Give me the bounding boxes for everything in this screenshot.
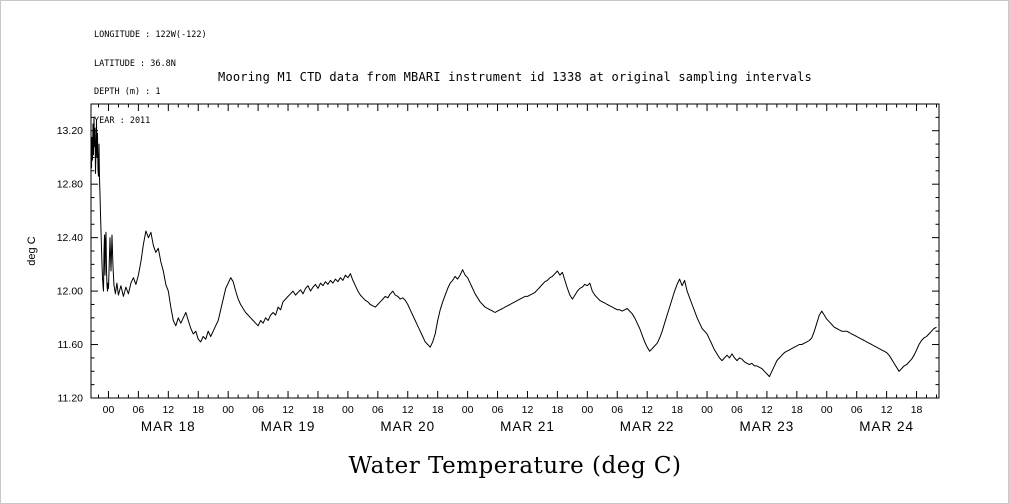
x-hour-label: 06 — [372, 404, 384, 416]
x-day-label: MAR 22 — [620, 419, 675, 434]
x-hour-label: 00 — [581, 404, 593, 416]
x-hour-label: 06 — [611, 404, 623, 416]
y-tick-label: 13.20 — [57, 125, 83, 137]
x-day-label: MAR 24 — [859, 419, 914, 434]
metadata-longitude: LONGITUDE : 122W(-122) — [94, 30, 207, 40]
x-hour-label: 12 — [761, 404, 773, 416]
y-tick-label: 11.60 — [58, 339, 84, 351]
x-hour-label: 06 — [731, 404, 743, 416]
x-axis-caption: Water Temperature (deg C) — [348, 453, 682, 479]
y-tick-label: 12.40 — [57, 232, 83, 244]
x-hour-label: 12 — [282, 404, 294, 416]
metadata-latitude: LATITUDE : 36.8N — [94, 58, 176, 69]
x-day-label: MAR 18 — [141, 419, 196, 434]
x-hour-label: 06 — [851, 404, 863, 416]
x-hour-label: 12 — [162, 404, 174, 416]
x-hour-label: 18 — [552, 404, 564, 416]
metadata-block: LONGITUDE : 122W(-122) LATITUDE : 36.8N … — [94, 12, 207, 145]
x-hour-label: 18 — [312, 404, 324, 416]
x-hour-label: 18 — [192, 404, 204, 416]
x-day-label: MAR 21 — [500, 419, 555, 434]
x-hour-label: 00 — [462, 404, 474, 416]
x-day-label: MAR 23 — [740, 419, 795, 434]
chart-title: Mooring M1 CTD data from MBARI instrumen… — [218, 70, 812, 84]
y-tick-label: 11.20 — [58, 393, 84, 405]
x-hour-label: 00 — [222, 404, 234, 416]
x-hour-label: 00 — [342, 404, 354, 416]
y-tick-label: 12.00 — [57, 286, 83, 298]
x-hour-label: 00 — [103, 404, 115, 416]
x-hour-label: 06 — [252, 404, 264, 416]
series-water-temperature — [91, 116, 937, 378]
x-hour-label: 18 — [671, 404, 683, 416]
metadata-year: YEAR : 2011 — [94, 115, 151, 126]
x-hour-label: 12 — [402, 404, 414, 416]
y-tick-label: 12.80 — [57, 179, 83, 191]
x-hour-label: 06 — [133, 404, 145, 416]
plot-frame — [90, 103, 940, 399]
x-hour-label: 18 — [432, 404, 444, 416]
x-hour-label: 06 — [492, 404, 504, 416]
x-day-label: MAR 19 — [261, 419, 316, 434]
x-day-label: MAR 20 — [380, 419, 435, 434]
x-hour-label: 00 — [821, 404, 833, 416]
x-hour-label: 12 — [522, 404, 534, 416]
x-hour-label: 18 — [791, 404, 803, 416]
x-hour-label: 12 — [881, 404, 893, 416]
x-hour-label: 12 — [641, 404, 653, 416]
x-hour-label: 00 — [701, 404, 713, 416]
metadata-depth: DEPTH (m) : 1 — [94, 87, 161, 97]
x-hour-label: 18 — [911, 404, 923, 416]
